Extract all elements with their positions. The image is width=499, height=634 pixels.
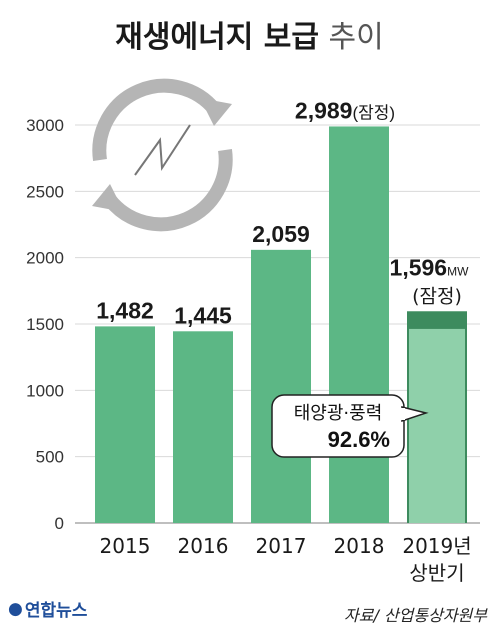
value-suffix: (잠정) [352, 103, 395, 122]
bar [251, 249, 311, 523]
y-tick-label: 1000 [26, 381, 64, 400]
value-label: 1,445 [174, 302, 232, 328]
logo-text: 연합뉴스 [24, 601, 88, 621]
y-tick-label: 1500 [26, 315, 64, 334]
value-note: (잠정) [412, 285, 462, 307]
title-main: 재생에너지 보급 [115, 20, 319, 55]
chart-title: 재생에너지 보급 추이 [0, 12, 499, 56]
source-text: 자료/ 산업통상자원부 [344, 606, 487, 625]
x-tick-label: 2019년 [402, 534, 471, 558]
value-suffix: MW [447, 264, 469, 278]
y-tick-label: 500 [36, 448, 64, 467]
value-label: 2,989(잠정) [295, 97, 395, 123]
bar [173, 331, 233, 523]
value-label: 2,059 [252, 221, 310, 247]
yonhap-logo: ● 연합뉴스 [8, 596, 88, 622]
callout-pointer-mask [401, 408, 405, 420]
x-tick-label: 2015 [100, 534, 151, 558]
y-tick-label: 2500 [26, 182, 64, 201]
y-tick-label: 3000 [26, 116, 64, 135]
bar-remainder-segment [409, 328, 465, 523]
y-tick-labels: 0 500 1000 1500 2000 2500 3000 [26, 116, 64, 533]
callout-percent: 92.6% [328, 427, 390, 452]
bar-layer [95, 126, 467, 523]
title-sub: 추이 [328, 20, 384, 55]
y-tick-label: 0 [55, 514, 64, 533]
x-tick-label: 2018 [334, 534, 385, 558]
callout-bubble [271, 394, 405, 458]
globe-icon: ● [8, 598, 23, 619]
y-tick-label: 2000 [26, 249, 64, 268]
recycle-energy-icon [92, 78, 233, 232]
bar [329, 126, 389, 523]
value-label: 1,482 [96, 297, 154, 323]
x-tick-label-line2: 상반기 [409, 561, 464, 585]
callout-layer: 태양광·풍력 92.6% [271, 394, 429, 458]
x-tick-label: 2017 [256, 534, 307, 558]
callout-label: 태양광·풍력 [294, 403, 383, 424]
x-tick-label: 2016 [178, 534, 229, 558]
bar [95, 326, 155, 523]
